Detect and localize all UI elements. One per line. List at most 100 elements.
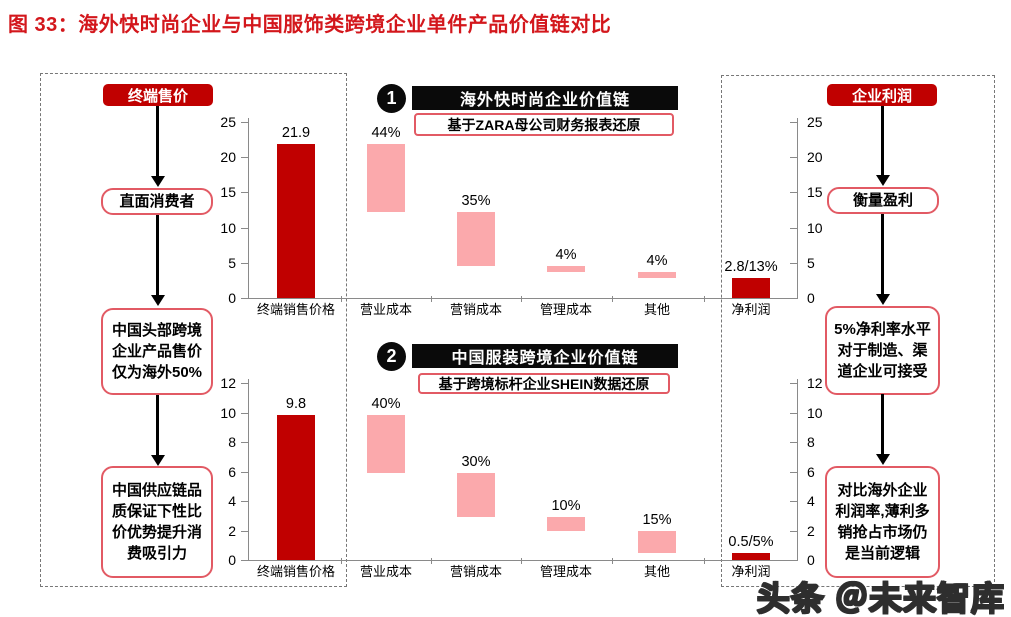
x-axis bbox=[248, 298, 797, 299]
y-tick-label-right: 12 bbox=[807, 375, 823, 391]
x-axis-tick bbox=[521, 296, 522, 302]
y-tick-label-left: 12 bbox=[220, 375, 236, 391]
y-tick-left bbox=[241, 501, 248, 502]
y-tick-right bbox=[790, 530, 797, 532]
left-step-2: 中国头部跨境企业产品售价仅为海外50% bbox=[101, 308, 213, 395]
x-axis-tick bbox=[341, 558, 342, 564]
y-tick-left bbox=[241, 530, 248, 532]
y-tick-right bbox=[790, 227, 797, 229]
arrow-down-icon bbox=[881, 106, 884, 175]
y-axis-right bbox=[797, 379, 798, 561]
y-tick-label-left: 5 bbox=[228, 254, 236, 271]
y-tick-label-left: 20 bbox=[220, 149, 236, 166]
y-axis-left bbox=[248, 379, 249, 561]
arrow-down-icon bbox=[881, 214, 884, 294]
y-tick-label-right: 0 bbox=[807, 290, 815, 306]
bar-净利润 bbox=[732, 552, 770, 560]
y-tick-label-right: 5 bbox=[807, 254, 815, 271]
bar-其他 bbox=[638, 271, 676, 278]
y-tick-label-left: 25 bbox=[220, 114, 236, 130]
x-axis-label: 净利润 bbox=[731, 564, 771, 579]
bar-终端销售价格 bbox=[277, 415, 315, 560]
y-tick-label-right: 0 bbox=[807, 552, 815, 568]
y-tick-right bbox=[790, 471, 797, 473]
bar-value-label: 0.5/5% bbox=[728, 533, 774, 550]
y-tick-label-left: 2 bbox=[228, 522, 236, 539]
y-tick-left bbox=[241, 298, 248, 299]
bar-管理成本 bbox=[547, 516, 585, 532]
right-panel-header: 企业利润 bbox=[827, 84, 937, 106]
left-panel-header: 终端售价 bbox=[103, 84, 213, 106]
bar-其他 bbox=[638, 531, 676, 553]
x-axis-label: 管理成本 bbox=[539, 564, 592, 579]
chart2-number-badge: 2 bbox=[377, 342, 406, 371]
bar-营销成本 bbox=[457, 473, 495, 517]
y-tick-right bbox=[790, 192, 797, 194]
arrow-down-icon bbox=[156, 215, 159, 295]
x-axis-label: 终端销售价格 bbox=[256, 564, 335, 579]
x-axis-label: 净利润 bbox=[731, 302, 771, 317]
bar-value-label: 35% bbox=[461, 192, 491, 209]
x-axis-tick bbox=[611, 558, 613, 564]
right-step-3: 对比海外企业利润率,薄利多销抢占市场仍是当前逻辑 bbox=[825, 466, 940, 578]
y-tick-left bbox=[241, 560, 248, 561]
y-axis-right bbox=[797, 118, 798, 299]
left-step-3: 中国供应链品质保证下性比价优势提升消费吸引力 bbox=[101, 466, 213, 578]
y-tick-right bbox=[790, 262, 797, 264]
x-axis-label: 营业成本 bbox=[359, 564, 412, 579]
bar-终端销售价格 bbox=[277, 143, 315, 298]
bar-value-label: 4% bbox=[646, 252, 668, 269]
x-axis-label: 营销成本 bbox=[449, 302, 502, 317]
left-panel-frame bbox=[40, 73, 347, 587]
chart1-subtitle: 基于ZARA母公司财务报表还原 bbox=[414, 113, 674, 136]
x-axis bbox=[248, 560, 797, 561]
x-axis-tick bbox=[611, 296, 613, 302]
bar-value-label: 44% bbox=[371, 124, 401, 141]
x-axis-tick bbox=[704, 558, 705, 564]
y-tick-label-right: 8 bbox=[807, 434, 815, 450]
bar-营销成本 bbox=[457, 211, 495, 266]
y-tick-label-left: 8 bbox=[228, 434, 236, 450]
y-tick-label-left: 6 bbox=[228, 463, 236, 480]
y-tick-label-left: 15 bbox=[220, 184, 236, 201]
arrow-down-icon bbox=[881, 394, 884, 454]
y-tick-left bbox=[241, 412, 248, 414]
bar-管理成本 bbox=[547, 265, 585, 272]
y-tick-label-left: 10 bbox=[220, 404, 236, 421]
bar-净利润 bbox=[732, 277, 770, 298]
y-tick-label-right: 10 bbox=[807, 404, 823, 421]
watermark: 头条 ＠未来智库 bbox=[756, 579, 1005, 617]
bar-value-label: 10% bbox=[551, 497, 581, 514]
arrow-down-icon bbox=[156, 106, 159, 176]
right-step-1: 衡量盈利 bbox=[827, 187, 939, 214]
chart2-subtitle: 基于跨境标杆企业SHEIN数据还原 bbox=[418, 373, 670, 394]
y-tick-right bbox=[790, 560, 797, 561]
y-tick-left bbox=[241, 442, 248, 443]
y-tick-left bbox=[241, 192, 248, 194]
y-tick-left bbox=[241, 227, 248, 229]
y-tick-label-left: 4 bbox=[228, 493, 236, 509]
bar-value-label: 15% bbox=[642, 512, 672, 529]
x-axis-label: 营销成本 bbox=[449, 564, 502, 579]
bar-value-label: 40% bbox=[371, 396, 401, 413]
x-axis-tick bbox=[521, 558, 522, 564]
bar-value-label: 4% bbox=[555, 246, 577, 263]
y-tick-right bbox=[790, 157, 797, 159]
y-tick-left bbox=[241, 262, 248, 264]
x-axis-tick bbox=[431, 296, 432, 302]
bar-value-label: 2.8/13% bbox=[724, 258, 778, 275]
y-tick-label-right: 4 bbox=[807, 493, 815, 509]
y-tick-right bbox=[790, 501, 797, 502]
y-tick-label-right: 2 bbox=[807, 522, 815, 539]
y-axis-left bbox=[248, 118, 249, 299]
y-tick-label-right: 10 bbox=[807, 219, 823, 236]
right-panel-frame bbox=[721, 75, 995, 587]
x-axis-label: 其他 bbox=[643, 302, 670, 317]
y-tick-left bbox=[241, 157, 248, 159]
y-tick-label-left: 0 bbox=[228, 290, 236, 306]
x-axis-tick bbox=[431, 558, 432, 564]
y-tick-label-left: 10 bbox=[220, 219, 236, 236]
y-tick-label-left: 0 bbox=[228, 552, 236, 568]
chart2-title: 中国服装跨境企业价值链 bbox=[412, 344, 678, 368]
